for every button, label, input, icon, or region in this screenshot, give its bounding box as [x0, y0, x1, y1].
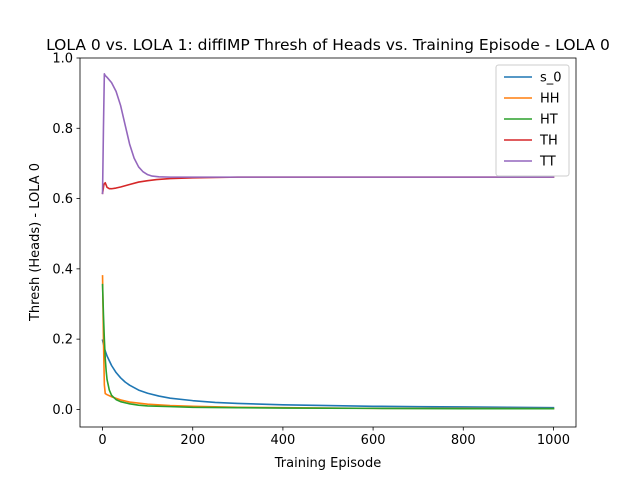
x-tick-label: 0 — [98, 433, 106, 448]
x-tick-label: 200 — [180, 433, 205, 448]
legend-label-tt: TT — [539, 155, 556, 170]
series-line-tt — [101, 73, 555, 195]
y-tick-label: 1.0 — [52, 52, 73, 67]
y-tick-label: 0.4 — [52, 262, 73, 277]
legend-label-hh: HH — [540, 92, 560, 107]
x-axis-ticks: 0 200 400 600 800 1000 — [98, 427, 570, 448]
series-line-s-0 — [101, 339, 555, 409]
legend-box — [495, 64, 570, 177]
x-tick-label: 400 — [270, 433, 295, 448]
x-axis-label: Training Episode — [274, 456, 381, 471]
axes-border — [79, 57, 577, 428]
y-tick-label: 0.8 — [52, 122, 73, 137]
chart-title: LOLA 0 vs. LOLA 1: diffIMP Thresh of Hea… — [46, 36, 610, 54]
x-tick-label: 800 — [451, 433, 476, 448]
y-tick-label: 0.2 — [52, 333, 73, 348]
x-tick-label: 600 — [361, 433, 386, 448]
legend-label-s-0: s_0 — [540, 71, 562, 86]
axes-frame — [79, 57, 577, 428]
y-axis-ticks: 0.0 0.2 0.4 0.6 0.8 1.0 — [52, 52, 80, 418]
legend-label-ht: HT — [540, 113, 558, 128]
y-axis-label: Thresh (Heads) - LOLA 0 — [28, 163, 43, 322]
y-tick-label: 0.6 — [52, 192, 73, 207]
series-line-ht — [101, 283, 555, 410]
plot-lines — [101, 73, 555, 410]
legend-label-th: TH — [539, 134, 558, 149]
legend: s_0 HH HT TH TT — [495, 64, 570, 177]
x-tick-label: 1000 — [537, 433, 570, 448]
y-tick-label: 0.0 — [52, 403, 73, 418]
